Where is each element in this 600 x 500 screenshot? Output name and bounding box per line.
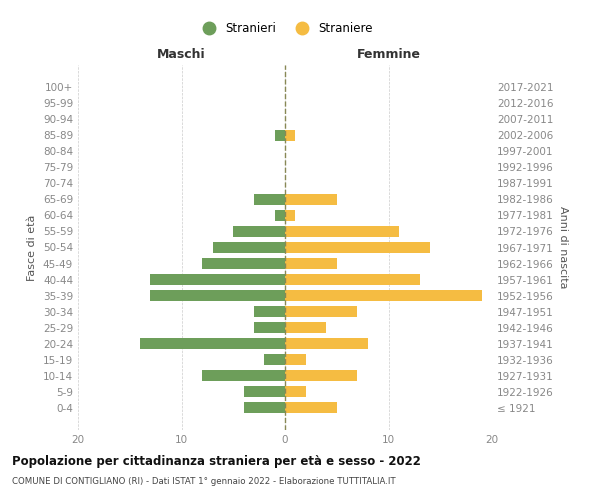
Bar bbox=[285, 242, 430, 254]
Bar bbox=[285, 130, 295, 141]
Bar bbox=[140, 338, 285, 349]
Bar bbox=[212, 242, 285, 254]
Bar bbox=[254, 306, 285, 318]
Bar bbox=[151, 290, 285, 302]
Legend: Stranieri, Straniere: Stranieri, Straniere bbox=[192, 18, 378, 40]
Bar bbox=[285, 210, 295, 221]
Bar bbox=[285, 354, 306, 366]
Bar bbox=[265, 354, 285, 366]
Bar bbox=[244, 386, 285, 398]
Bar bbox=[244, 402, 285, 413]
Text: Maschi: Maschi bbox=[157, 48, 206, 62]
Bar bbox=[275, 210, 285, 221]
Bar bbox=[285, 370, 358, 382]
Bar bbox=[254, 322, 285, 334]
Bar bbox=[285, 386, 306, 398]
Bar bbox=[275, 130, 285, 141]
Bar bbox=[254, 194, 285, 205]
Text: COMUNE DI CONTIGLIANO (RI) - Dati ISTAT 1° gennaio 2022 - Elaborazione TUTTITALI: COMUNE DI CONTIGLIANO (RI) - Dati ISTAT … bbox=[12, 478, 395, 486]
Bar bbox=[285, 194, 337, 205]
Bar bbox=[285, 258, 337, 270]
Bar bbox=[285, 290, 482, 302]
Text: Popolazione per cittadinanza straniera per età e sesso - 2022: Popolazione per cittadinanza straniera p… bbox=[12, 455, 421, 468]
Text: Femmine: Femmine bbox=[356, 48, 421, 62]
Bar bbox=[285, 338, 368, 349]
Bar bbox=[285, 226, 399, 237]
Bar bbox=[285, 306, 358, 318]
Bar bbox=[285, 274, 419, 285]
Bar bbox=[285, 402, 337, 413]
Y-axis label: Fasce di età: Fasce di età bbox=[28, 214, 37, 280]
Y-axis label: Anni di nascita: Anni di nascita bbox=[557, 206, 568, 289]
Bar bbox=[202, 258, 285, 270]
Bar bbox=[202, 370, 285, 382]
Bar bbox=[233, 226, 285, 237]
Bar bbox=[151, 274, 285, 285]
Bar bbox=[285, 322, 326, 334]
